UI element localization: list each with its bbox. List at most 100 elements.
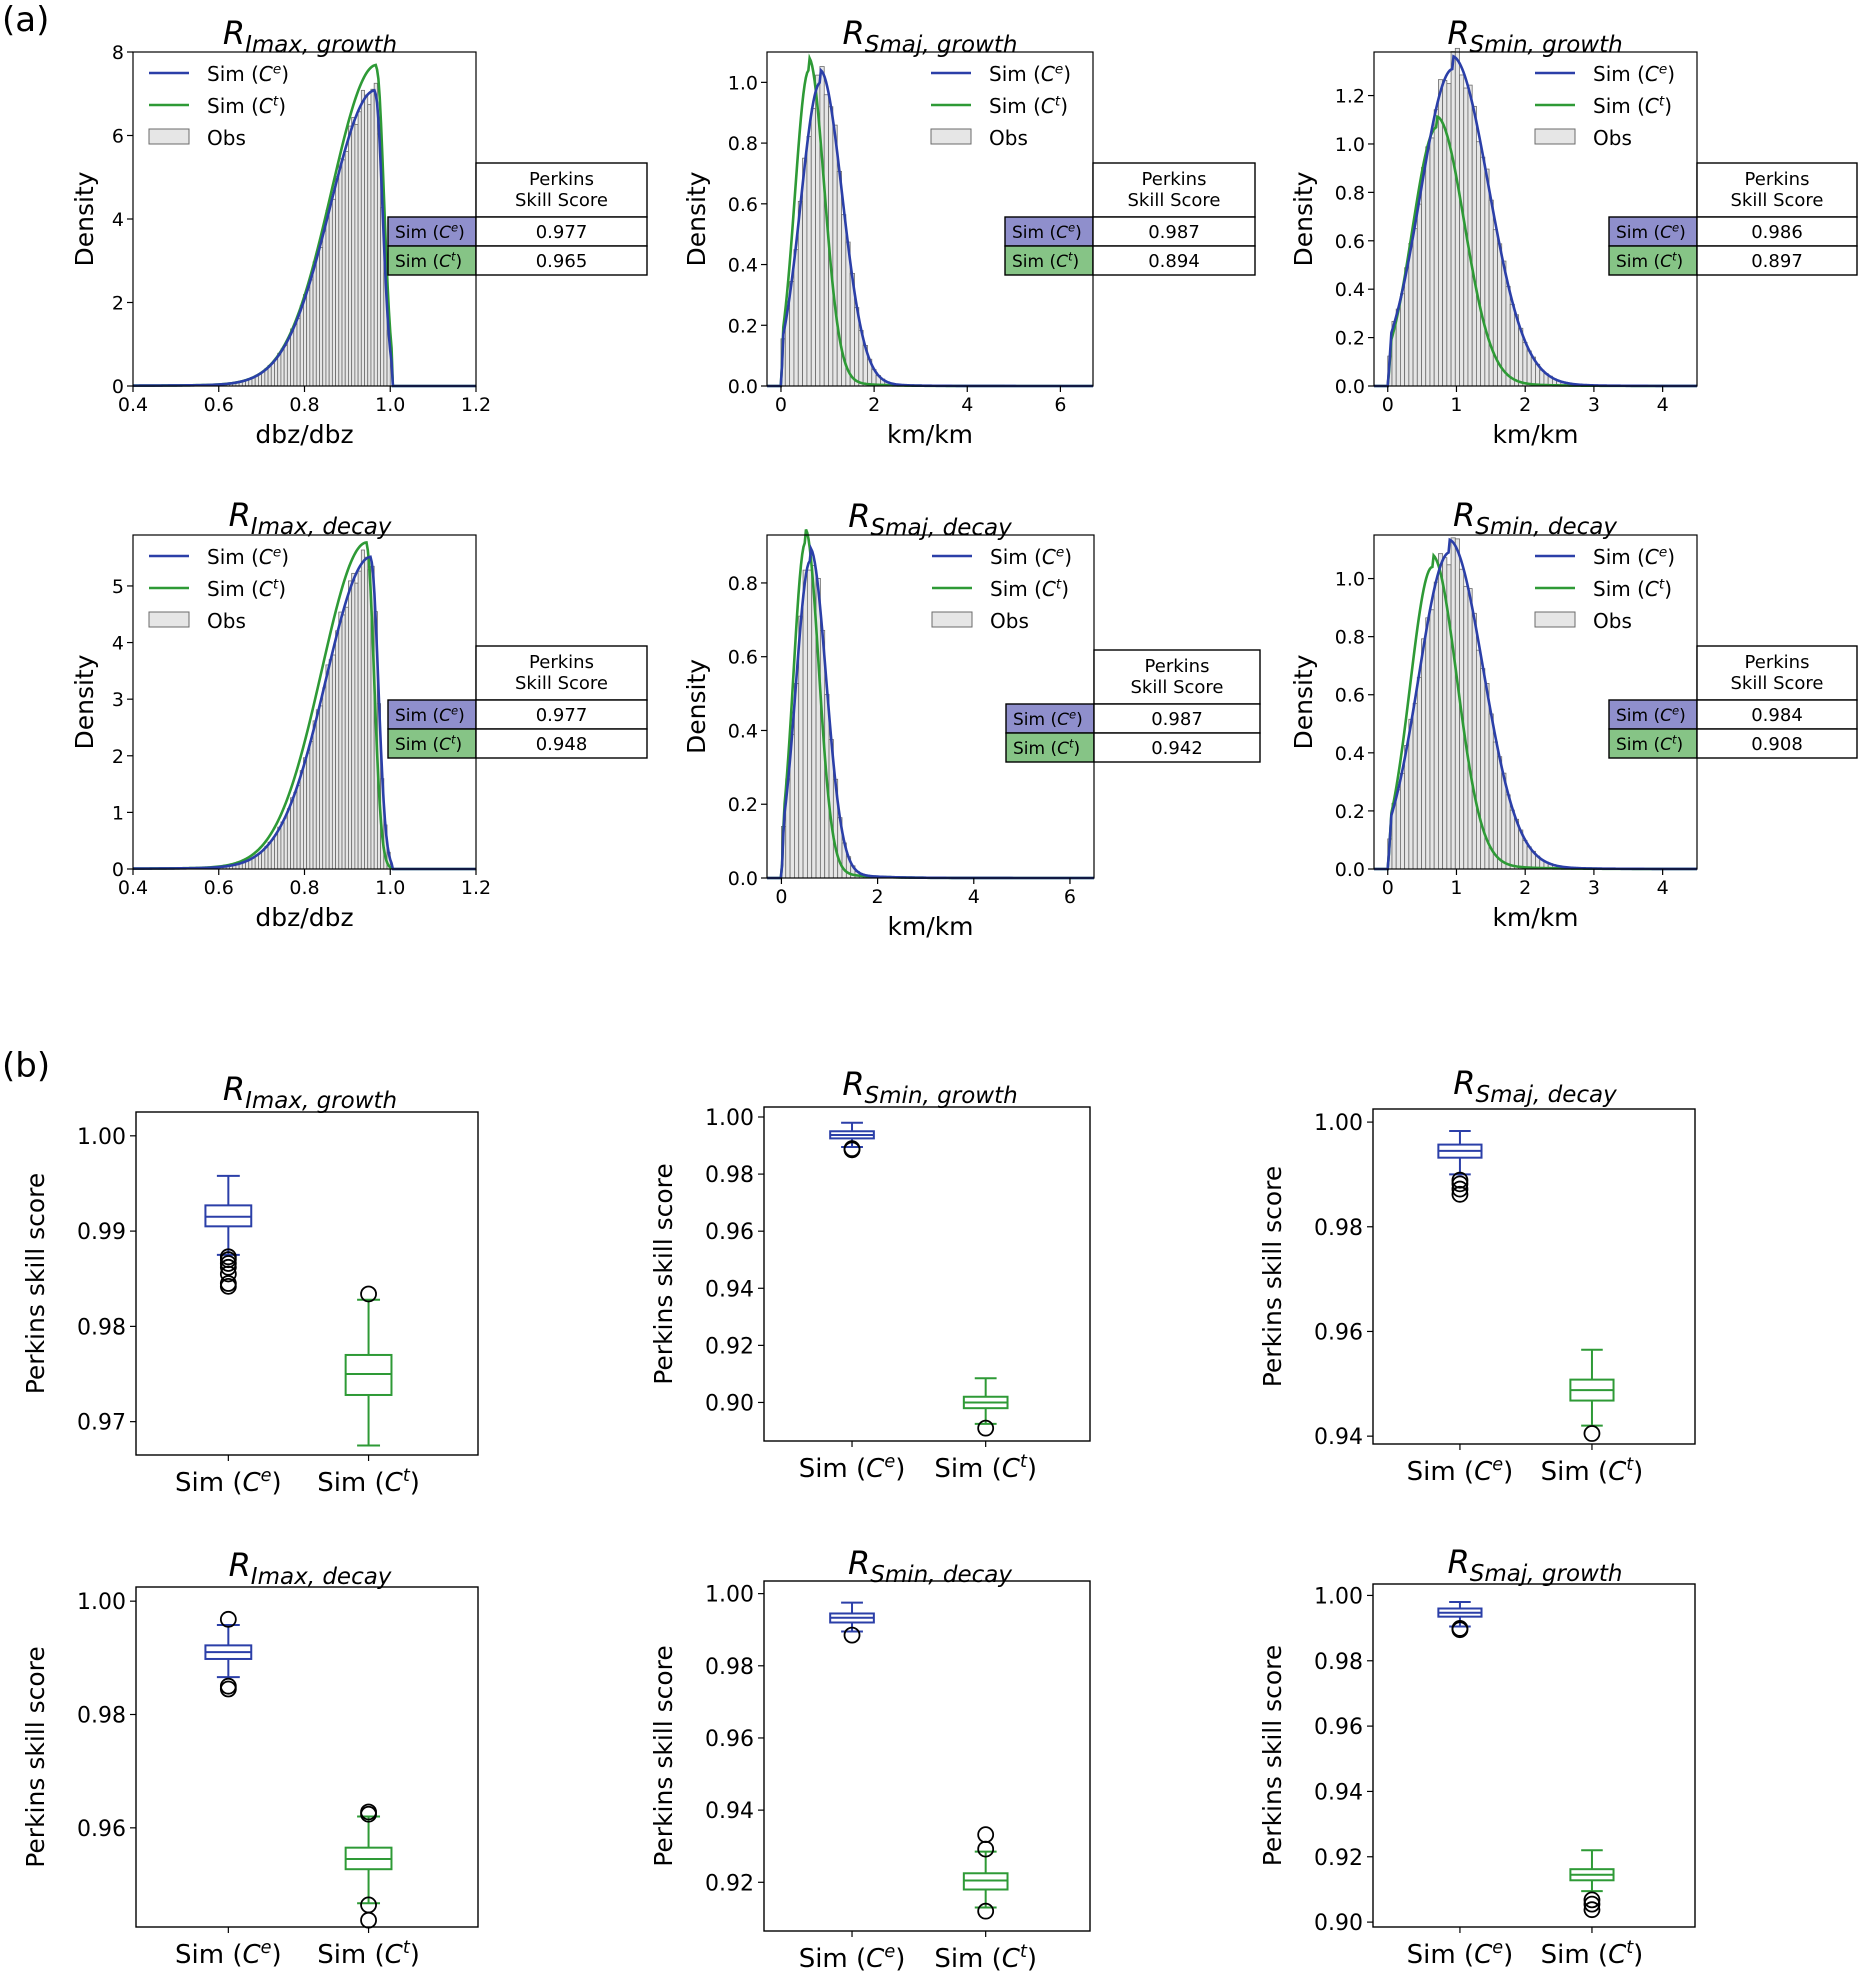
obs-bar: [1506, 286, 1510, 386]
box-sim-ct: [346, 1286, 392, 1445]
x-tick-label: 1.2: [461, 394, 491, 416]
legend-label: Obs: [990, 609, 1029, 633]
table-header-line: Skill Score: [515, 190, 608, 211]
x-tick-label: Sim (Ct): [1541, 1455, 1644, 1487]
obs-bar: [1417, 204, 1421, 386]
obs-bar: [807, 137, 811, 386]
y-tick-label: 0.6: [728, 194, 758, 216]
chart-title: RSmaj, decay: [1453, 1064, 1617, 1108]
box-sim-ce: [205, 1176, 251, 1294]
box-sim-ce: [205, 1612, 251, 1697]
obs-bar: [342, 615, 345, 869]
y-tick-label: 0.8: [1335, 627, 1365, 649]
table-row-value: 0.908: [1751, 734, 1803, 755]
obs-bar: [1434, 582, 1438, 869]
y-tick-label: 1.2: [1335, 86, 1365, 108]
box-sim-ce: [1438, 1602, 1481, 1637]
x-tick-label: Sim (Ct): [317, 1466, 420, 1498]
chart-title: RSmaj, growth: [1448, 1543, 1623, 1587]
y-tick-label: 6: [112, 126, 124, 148]
y-axis-label: Perkins skill score: [649, 1163, 678, 1385]
table-row-value: 0.897: [1751, 251, 1803, 272]
obs-bar: [345, 607, 348, 869]
outlier-point: [1584, 1426, 1599, 1441]
x-tick-label: 0: [775, 886, 787, 908]
x-tick-label: 0.6: [204, 877, 234, 899]
obs-bar: [348, 126, 351, 386]
obs-bar: [313, 721, 316, 869]
y-tick-label: 0.92: [1314, 1846, 1363, 1871]
obs-bar: [316, 252, 319, 386]
x-tick-label: Sim (Ct): [317, 1938, 420, 1970]
obs-bar: [329, 660, 332, 869]
obs-bar: [803, 158, 807, 386]
panel-b-label: (b): [2, 1046, 50, 1086]
table-row-value: 0.977: [536, 222, 588, 243]
y-tick-label: 0.2: [728, 794, 758, 816]
box-sim-ct: [1570, 1350, 1613, 1441]
chart-title: RSmin, decay: [1453, 496, 1617, 540]
obs-bar: [811, 109, 815, 386]
x-tick-label: 0: [1382, 877, 1394, 899]
y-tick-label: 0.96: [1314, 1320, 1363, 1345]
x-tick-label: Sim (Ce): [175, 1938, 282, 1970]
y-tick-label: 0: [112, 376, 124, 398]
panel-a-label: (a): [2, 0, 49, 40]
plot-frame: [764, 1107, 1090, 1441]
table-row-value: 0.965: [536, 251, 588, 272]
y-axis-label: Density: [1289, 171, 1318, 266]
legend-label: Sim (Ce): [990, 544, 1072, 569]
table-header-line: Skill Score: [1131, 677, 1224, 698]
x-axis-label: km/km: [887, 420, 973, 449]
obs-bar: [1434, 110, 1438, 386]
table-row-value: 0.977: [536, 705, 588, 726]
obs-bar: [303, 758, 306, 869]
table-row-value: 0.987: [1148, 222, 1200, 243]
y-tick-label: 0.98: [705, 1163, 754, 1188]
y-tick-label: 0.6: [1335, 685, 1365, 707]
y-axis-label: Perkins skill score: [1258, 1645, 1287, 1867]
table-row-value: 0.984: [1751, 705, 1803, 726]
y-tick-label: 0.97: [77, 1411, 126, 1436]
x-tick-label: Sim (Ce): [799, 1452, 906, 1484]
box-sim-ce: [1438, 1131, 1481, 1202]
y-tick-label: 0.94: [1314, 1425, 1363, 1450]
obs-bar: [278, 353, 281, 386]
obs-bar: [297, 786, 300, 869]
x-tick-label: 4: [961, 394, 973, 416]
outlier-point: [978, 1827, 993, 1842]
obs-bar: [291, 798, 294, 869]
obs-bar: [1472, 106, 1476, 386]
x-tick-label: 6: [1064, 886, 1076, 908]
obs-bar: [320, 247, 323, 386]
x-axis-label: dbz/dbz: [255, 903, 353, 932]
y-tick-label: 0.98: [77, 1704, 126, 1729]
obs-bar: [1451, 52, 1455, 386]
y-tick-label: 0.92: [705, 1871, 754, 1896]
plot-frame: [764, 1581, 1090, 1931]
plot-frame: [1373, 1109, 1695, 1444]
y-tick-label: 5: [112, 576, 124, 598]
table-header-line: Perkins: [1145, 656, 1210, 677]
x-tick-label: 2: [868, 394, 880, 416]
y-tick-label: 0.0: [1335, 859, 1365, 881]
obs-bar: [1510, 810, 1514, 869]
obs-bar: [837, 171, 841, 386]
table-row-value: 0.986: [1751, 222, 1803, 243]
obs-bar: [1426, 618, 1430, 869]
y-tick-label: 0.98: [1314, 1216, 1363, 1241]
obs-bar: [300, 771, 303, 869]
obs-bar: [1400, 773, 1404, 869]
obs-bar: [358, 571, 361, 869]
obs-bar: [1405, 268, 1409, 386]
table-row-value: 0.987: [1151, 709, 1203, 730]
obs-bar: [1523, 841, 1527, 869]
obs-bar: [310, 280, 313, 386]
